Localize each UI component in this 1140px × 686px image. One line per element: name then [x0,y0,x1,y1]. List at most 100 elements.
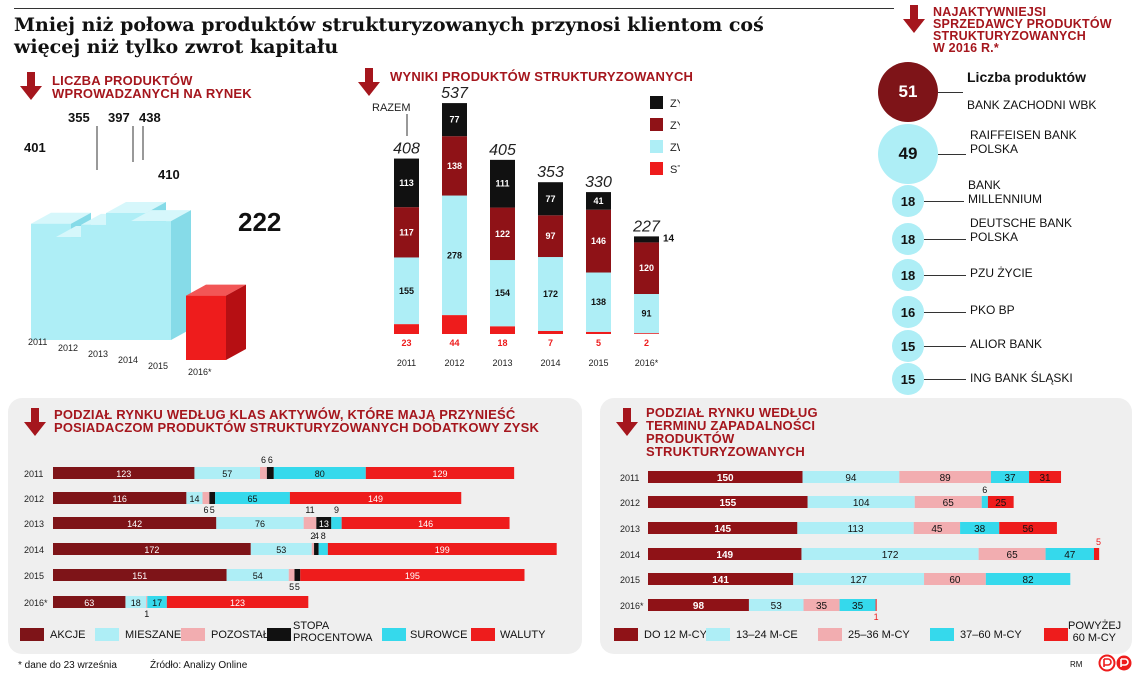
legend-label-stopa-line1: STOPA [293,620,330,632]
total-label: 408 [393,141,420,158]
data-label: 199 [435,545,450,555]
stacked-bar-segment [1029,471,1062,483]
bank-leader-line [924,312,966,313]
legend-label-stopa-line2: PROCENTOWA [293,632,373,644]
stacked-bar-segment [394,257,419,325]
bar-front-face [186,295,226,360]
stacked-bar-segment [186,492,203,504]
stacked-bar-segment [913,522,961,534]
stacked-bar-segment [586,331,611,334]
data-label: 31 [1040,473,1052,484]
termin-title-line3: PRODUKTÓW [646,431,735,446]
stacked-bar-segment [300,569,525,581]
bar-value-label: 410 [158,167,180,182]
legend-swatch [650,96,663,109]
stacked-bar-segment [987,496,1014,508]
termin-title-line4: STRUKTURYZOWANYCH [646,444,805,459]
data-label: 113 [399,178,414,188]
stacked-bar-segment [807,496,915,508]
stacked-bar-segment [914,496,982,508]
footnote: * dane do 23 września [18,660,117,671]
bar-top-face [31,212,91,224]
year-label: 2011 [397,358,416,368]
data-label: 142 [127,519,142,529]
legend-label-pow60-line1: POWYŻEJ [1068,620,1122,632]
data-label: 123 [116,469,131,479]
bank-name: RAIFFEISEN BANK POLSKA [970,128,1077,156]
stacked-bar-segment [538,257,563,331]
data-label: 278 [447,250,462,260]
arrow-down-icon [616,408,638,436]
legend-label-pow60-line2: 60 M-CY [1072,632,1116,644]
bar-side-face [226,284,246,360]
stacked-bar-segment [260,467,267,479]
bank-leader-line [924,379,966,380]
bank-name: ALIOR BANK [970,337,1043,351]
stacked-bar-segment [490,207,515,261]
bar-value-label: 222 [238,207,281,237]
bank-leader-line [924,239,966,240]
bar-value-label: 438 [139,110,161,125]
stacked-bar-segment [1045,548,1094,560]
data-label: 17 [152,598,162,608]
data-label: 44 [449,338,459,348]
stacked-bar-segment [634,236,659,243]
data-label: 65 [1007,550,1019,561]
year-label: 2012 [58,343,78,353]
year-label: 2012 [24,494,44,504]
stacked-bar-segment [314,543,319,555]
data-label: 35 [816,601,828,612]
top-rule [14,8,894,9]
stacked-bar-segment [1093,548,1100,560]
data-label: 138 [591,297,606,307]
wyniki-title: WYNIKI PRODUKTÓW STRUKTURYZOWANYCH [390,69,694,84]
bank-leader-line [924,275,966,276]
sprzedawcy-title: NAJAKTYWNIEJSI SPRZEDAWCY PRODUKTÓW STRU… [933,6,1112,55]
arrow-down-icon [358,68,380,96]
data-label: 141 [712,575,729,586]
year-label: 2011 [28,337,47,347]
data-label: 149 [368,494,383,504]
stacked-bar-segment [394,207,419,258]
arrow-down-icon [24,408,46,436]
data-label: 122 [495,229,510,239]
data-label: 80 [315,469,325,479]
liczba-title-line1: LICZBA PRODUKTÓW [52,73,193,88]
liczba-title-line2: WPROWADZANYCH NA RYNEK [52,86,252,101]
bank-name: PKO BP [970,303,1015,317]
legend-swatch-25-36 [818,628,842,641]
year-label: 2014 [620,550,640,560]
total-label: 227 [632,218,661,235]
stacked-bar-segment [538,182,563,216]
stacked-bar-segment [202,492,210,504]
year-label: 2015 [24,571,44,581]
data-label: 14 [189,494,199,504]
stacked-bar-segment [999,522,1057,534]
stacked-bar-segment [990,471,1030,483]
stacked-bar-segment [166,596,309,608]
stacked-bar-segment [53,569,227,581]
data-label: 14 [663,233,675,244]
stacked-bar-segment [586,192,611,210]
stacked-bar-segment [648,573,794,585]
data-label: 97 [545,231,555,241]
stacked-bar-segment [273,467,366,479]
stacked-bar-segment [294,569,301,581]
page-title: Mniej niż połowa produktów strukturyzowa… [14,14,774,58]
year-label: 2013 [492,358,512,368]
stacked-bar-segment [146,596,148,608]
stacked-bar-segment [960,522,1000,534]
annotation-razem: RAZEM [372,102,411,114]
data-label: 116 [113,494,127,504]
stacked-bar-segment [634,242,659,295]
stacked-bar-segment [586,272,611,332]
bank-bubble: 51 [878,62,938,122]
stacked-bar-segment [318,543,328,555]
stacked-bar-segment [802,471,900,483]
stacked-bar-segment [442,315,467,334]
data-label: 6 [268,455,273,465]
bank-bubble: 49 [878,124,938,184]
data-label: 25 [995,498,1007,509]
bank-bubble: 16 [892,296,924,328]
bank-name: BANK MILLENNIUM [968,178,1043,206]
